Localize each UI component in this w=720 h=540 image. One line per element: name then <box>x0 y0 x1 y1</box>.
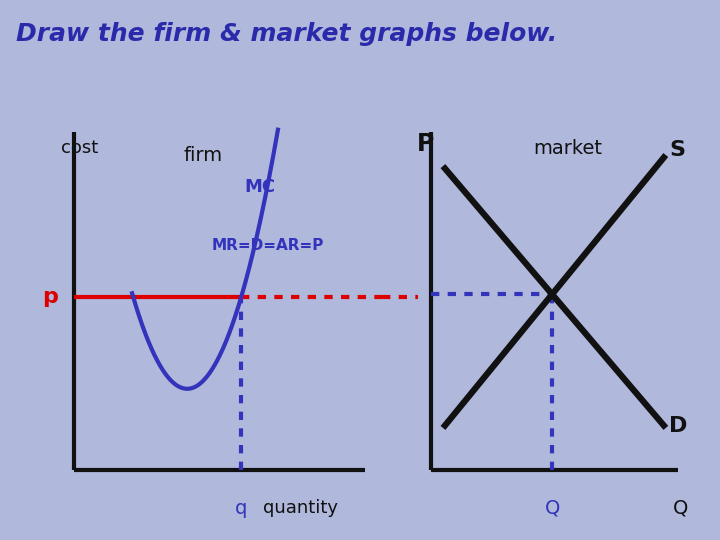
Text: Q: Q <box>544 499 559 518</box>
Text: market: market <box>534 139 603 158</box>
Text: cost: cost <box>60 139 98 157</box>
Text: q: q <box>235 499 248 518</box>
Text: Q: Q <box>672 499 688 518</box>
Text: S: S <box>670 140 685 160</box>
Text: MC: MC <box>245 178 276 196</box>
Text: P: P <box>417 132 434 156</box>
Text: quantity: quantity <box>263 499 338 517</box>
Text: Draw the firm & market graphs below.: Draw the firm & market graphs below. <box>16 22 557 45</box>
Text: D: D <box>670 415 688 436</box>
Text: MR=D=AR=P: MR=D=AR=P <box>212 238 325 253</box>
Text: firm: firm <box>184 146 223 165</box>
Text: p: p <box>42 287 58 307</box>
